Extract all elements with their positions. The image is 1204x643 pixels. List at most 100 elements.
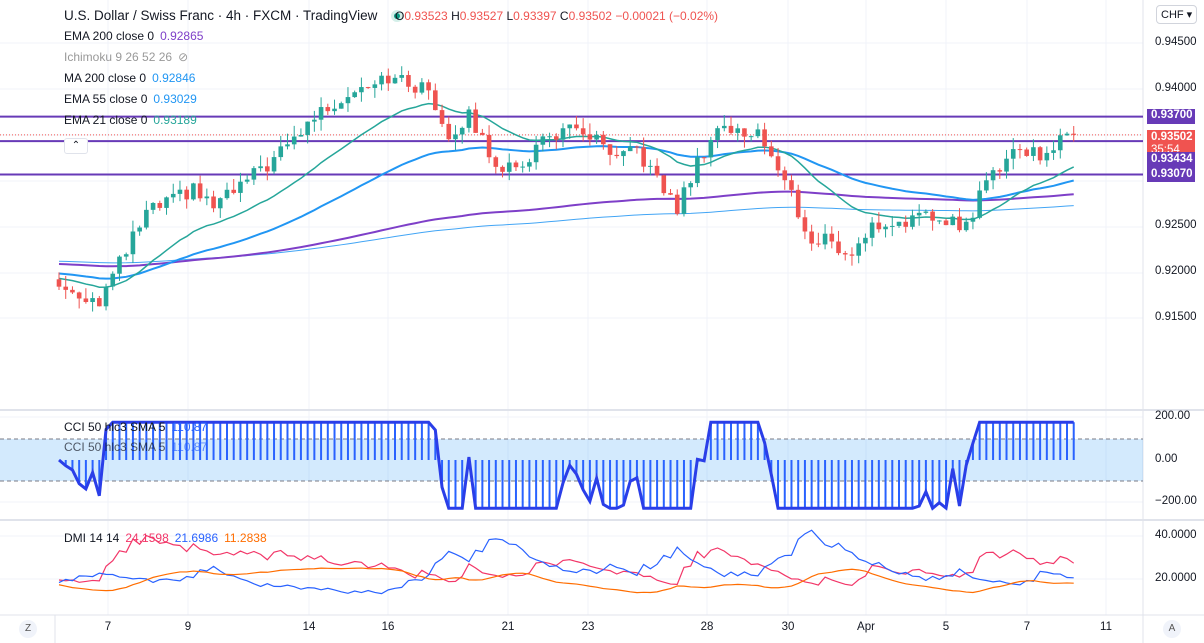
candle-body <box>957 216 962 231</box>
candle-body <box>1037 147 1043 161</box>
candle-body <box>977 190 982 218</box>
candle-body <box>359 87 364 93</box>
legend-ema55[interactable]: EMA 55 close 0 0.93029 <box>64 92 197 106</box>
candle-body <box>446 123 452 140</box>
candle-body <box>553 136 559 140</box>
candle-body <box>453 134 458 140</box>
legend-ema21[interactable]: EMA 21 close 0 0.93189 <box>64 113 197 127</box>
candle-body <box>560 128 566 140</box>
candle-body <box>197 183 203 199</box>
cci-tick: 0.00 <box>1155 453 1178 465</box>
candle-body <box>352 92 357 98</box>
candle-body <box>970 217 976 222</box>
candle-body <box>1010 149 1016 159</box>
candle-body <box>580 128 586 135</box>
date-tick: 7 <box>104 621 112 633</box>
auto-scale-button[interactable]: A <box>1163 620 1181 638</box>
candle-body <box>903 221 909 227</box>
candle-body <box>1031 147 1036 156</box>
candle-body <box>265 166 270 172</box>
candle-body <box>312 119 317 122</box>
candle-body <box>466 109 472 128</box>
candle-body <box>943 220 949 226</box>
candle-body <box>473 109 478 133</box>
candle-body <box>191 183 196 200</box>
ohlc-readout: O0.93523 H0.93527 L0.93397 C0.93502 −0.0… <box>395 9 719 23</box>
candle-body <box>103 286 109 307</box>
legend-ema200[interactable]: EMA 200 close 0 0.92865 <box>64 29 204 43</box>
candle-body <box>392 77 398 84</box>
candle-body <box>184 189 189 200</box>
candle-body <box>795 189 801 218</box>
candle-body <box>271 157 277 172</box>
candle-body <box>1057 135 1063 151</box>
hidden-eye-icon[interactable]: ⊘ <box>178 50 189 64</box>
candle-body <box>842 253 848 255</box>
date-tick: 11 <box>1100 621 1112 633</box>
candle-body <box>755 129 761 137</box>
collapse-legend-button[interactable]: ⌃ <box>64 138 88 154</box>
candle-body <box>634 146 640 148</box>
candle-body <box>527 162 532 167</box>
legend-ma200[interactable]: MA 200 close 0 0.92846 <box>64 71 196 85</box>
candle-body <box>513 162 519 168</box>
candle-body <box>291 136 297 145</box>
candle-body <box>1064 133 1070 136</box>
date-tick: Apr <box>857 621 875 633</box>
candle-body <box>769 146 774 157</box>
candle-body <box>506 162 512 172</box>
candle-body <box>338 103 344 109</box>
candle-body <box>674 194 680 214</box>
candle-body <box>318 107 324 120</box>
adx-line <box>58 567 1074 594</box>
date-tick: 23 <box>581 621 595 633</box>
date-tick: 7 <box>1023 621 1031 633</box>
candle-body <box>325 107 331 112</box>
candle-body <box>238 181 243 193</box>
candle-body <box>587 134 593 140</box>
candle-body <box>244 179 250 182</box>
currency-selector[interactable]: CHF ▾ <box>1156 5 1198 24</box>
dmi-plus-line <box>58 534 1075 587</box>
legend-ichimoku[interactable]: Ichimoku 9 26 52 26 ⊘ <box>64 50 189 64</box>
candle-body <box>782 170 788 181</box>
candle-body <box>1044 152 1050 161</box>
candle-body <box>177 189 183 194</box>
candle-body <box>695 157 700 184</box>
dmi-minus-line <box>58 529 1074 595</box>
candle-body <box>278 146 284 158</box>
candle-body <box>876 222 882 230</box>
candle-body <box>574 124 579 129</box>
candle-body <box>822 233 828 245</box>
candle-body <box>412 86 418 93</box>
candle-body <box>856 243 861 256</box>
candle-body <box>480 132 485 135</box>
candle-body <box>157 202 163 208</box>
candle-body <box>345 97 351 104</box>
candle-body <box>715 128 720 140</box>
candle-body <box>889 225 895 227</box>
legend-cci[interactable]: CCI 50 hlc3 SMA 5 110.87 <box>64 420 208 434</box>
level-tag-93434: 0.93434 <box>1147 152 1195 167</box>
candle-body <box>802 217 808 232</box>
ema21-line <box>58 102 1075 288</box>
zoom-reset-button[interactable]: Z <box>19 620 37 638</box>
date-tick: 30 <box>781 621 795 633</box>
candle-body <box>493 157 499 167</box>
candle-body <box>789 180 794 190</box>
candle-body <box>910 215 915 227</box>
candle-body <box>614 154 620 157</box>
candle-body <box>990 170 996 181</box>
candle-body <box>916 212 922 216</box>
candle-body <box>930 211 935 221</box>
symbol-title[interactable]: U.S. Dollar / Swiss Franc · 4h · FXCM · … <box>64 8 378 23</box>
candle-body <box>809 231 814 244</box>
date-tick: 14 <box>302 621 316 633</box>
legend-cci-sma[interactable]: CCI 50 hlc3 SMA 5 110.87 <box>64 440 208 454</box>
candle-body <box>150 202 156 210</box>
candle-body <box>601 134 606 145</box>
candle-body <box>567 124 573 129</box>
legend-dmi[interactable]: DMI 14 14 24.1598 21.6986 11.2838 <box>64 531 267 545</box>
ema55-line <box>58 145 1074 280</box>
